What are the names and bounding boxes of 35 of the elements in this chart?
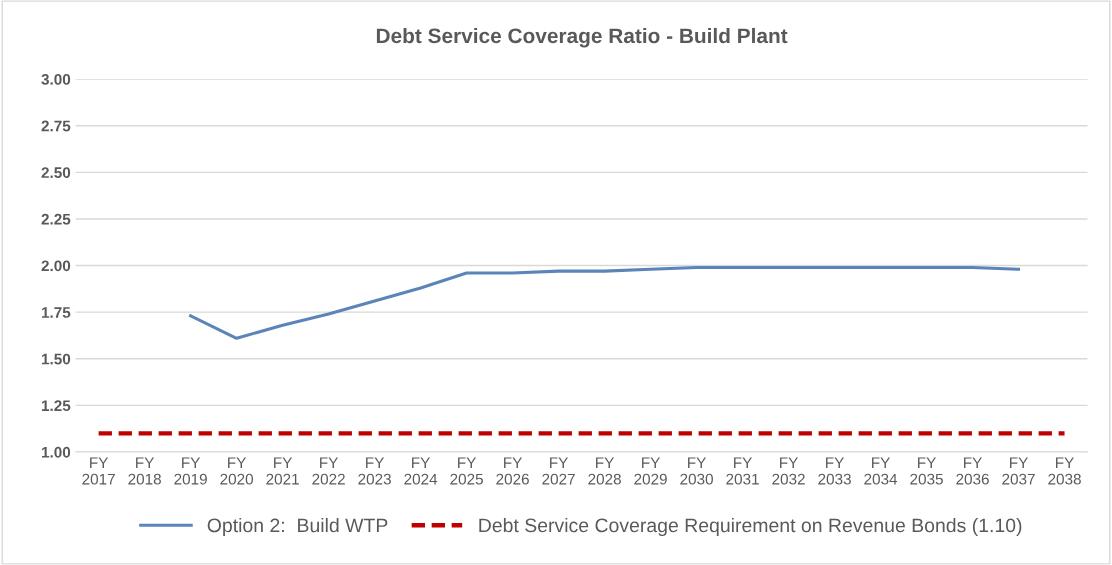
y-tick-label: 2.50 (41, 167, 71, 179)
x-tick-label: FY 2034 (864, 457, 898, 485)
y-tick-label: 1.75 (41, 307, 71, 318)
x-tick-label: FY 2025 (450, 457, 483, 485)
x-tick-label: FY 2024 (404, 457, 438, 485)
y-tick-label: 3.00 (41, 73, 71, 85)
x-tick-label: FY 2021 (266, 457, 299, 485)
chart-title: Debt Service Coverage Ratio - Build Plant (376, 27, 788, 48)
x-tick-label: FY 2019 (174, 457, 207, 485)
y-tick-label: 2.25 (41, 213, 71, 225)
x-tick-label: FY 2035 (910, 457, 943, 485)
x-tick-label: FY 2030 (680, 457, 713, 485)
x-tick-label: FY 2027 (542, 457, 575, 485)
x-tick-label: FY 2037 (1002, 457, 1035, 485)
legend-label: Option 2: Build WTP (207, 517, 388, 537)
y-tick-label: 1.00 (41, 446, 71, 458)
y-tick-label: 2.75 (41, 120, 71, 132)
x-tick-label: FY 2028 (588, 457, 621, 485)
x-tick-label: FY 2031 (726, 457, 759, 485)
x-tick-label: FY 2026 (496, 457, 529, 485)
x-tick-label: FY 2033 (818, 457, 851, 485)
x-tick-label: FY 2032 (772, 457, 805, 485)
y-tick-label: 1.25 (41, 400, 71, 412)
x-tick-label: FY 2018 (128, 457, 161, 485)
legend-label: Debt Service Coverage Requirement on Revenue Bonds (1.10) (479, 517, 1022, 537)
line-series (189, 265, 1021, 340)
x-tick-label: FY 2029 (634, 457, 667, 485)
x-tick-label: FY 2017 (82, 457, 115, 485)
x-tick-label: FY 2020 (220, 457, 253, 485)
x-tick-label: FY 2022 (312, 457, 345, 485)
x-tick-label: FY 2036 (956, 457, 989, 485)
x-tick-label: FY 2038 (1048, 457, 1081, 485)
y-tick-label: 2.00 (41, 260, 71, 272)
y-tick-label: 1.50 (41, 353, 71, 365)
x-tick-label: FY 2023 (358, 457, 391, 485)
